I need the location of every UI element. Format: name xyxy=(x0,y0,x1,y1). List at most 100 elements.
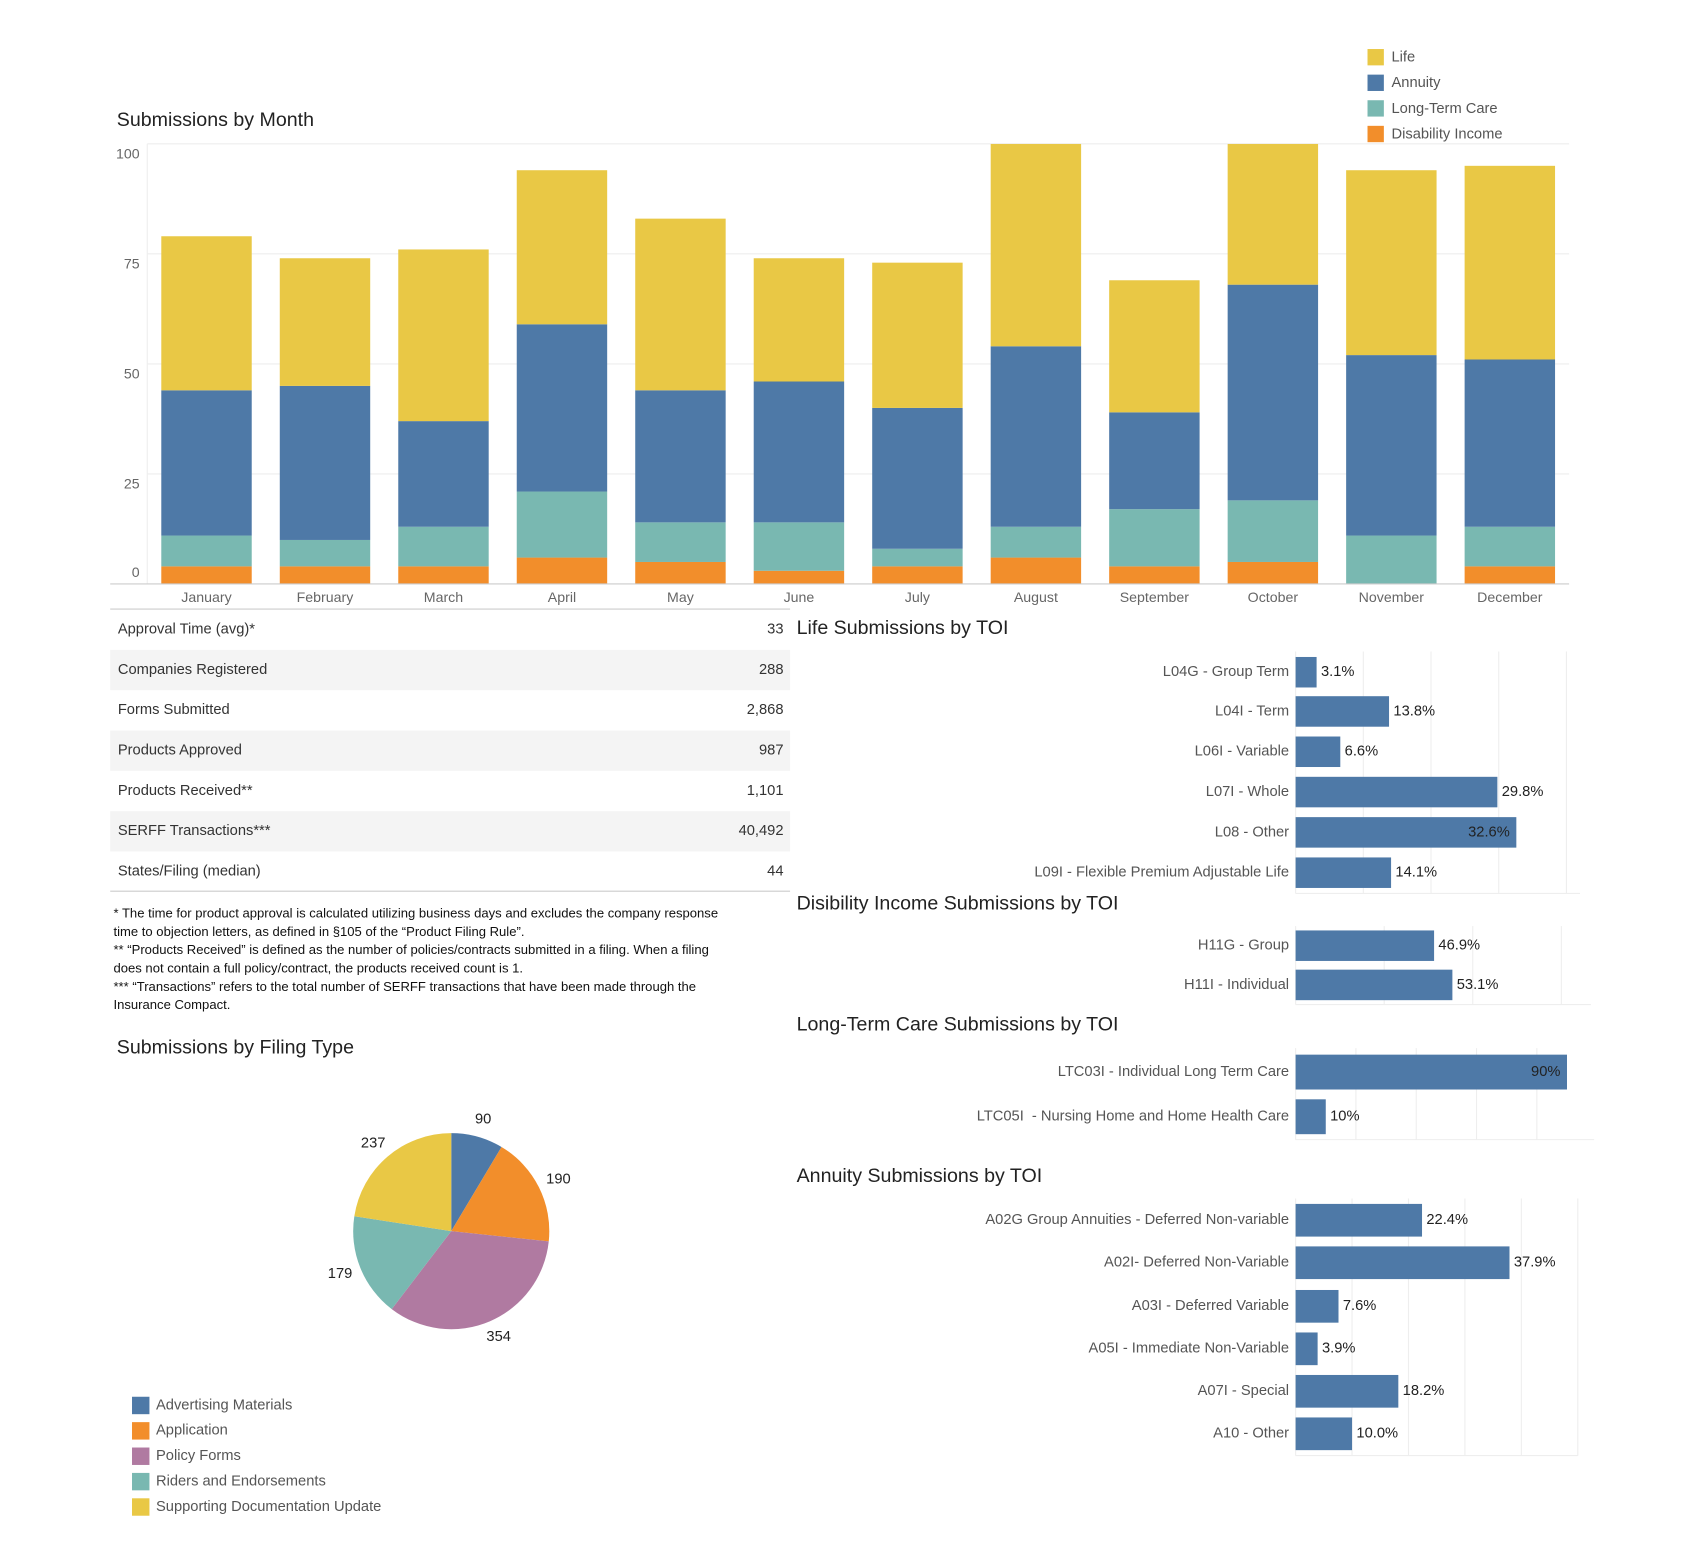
legend-label: Advertising Materials xyxy=(156,1397,292,1413)
bar-segment xyxy=(990,143,1082,347)
chart-title: Life Submissions by TOI xyxy=(797,617,1009,639)
row-value: 40,492 xyxy=(739,823,784,839)
legend-swatch xyxy=(132,1422,150,1440)
category-label: LTC03I - Individual Long Term Care xyxy=(1058,1064,1289,1080)
bar-segment xyxy=(161,236,252,391)
category-label: L04G - Group Term xyxy=(1163,664,1289,680)
x-tick-label: November xyxy=(1359,590,1425,606)
row-shade xyxy=(110,649,791,691)
footnote: * The time for product approval is calcu… xyxy=(113,906,718,921)
bar-segment xyxy=(279,385,371,540)
x-tick-label: March xyxy=(424,590,463,606)
bar-segment xyxy=(398,421,489,527)
value-label: 6.6% xyxy=(1345,744,1378,760)
bar-segment xyxy=(516,491,608,558)
bar-segment xyxy=(398,526,489,567)
bar-segment xyxy=(1346,535,1437,584)
value-label: 10.0% xyxy=(1356,1426,1398,1442)
bar-segment xyxy=(1464,359,1556,527)
x-tick-label: June xyxy=(784,590,815,606)
legend-label: Life xyxy=(1391,50,1415,66)
bar-segment xyxy=(872,566,963,584)
bar-segment xyxy=(516,557,608,584)
bar-segment xyxy=(1109,280,1200,413)
bar xyxy=(1295,1332,1318,1366)
category-label: L04I - Term xyxy=(1215,703,1289,719)
bar-segment xyxy=(161,566,252,584)
legend-label: Long-Term Care xyxy=(1391,101,1497,117)
x-tick-label: January xyxy=(181,590,232,606)
row-label: Forms Submitted xyxy=(118,702,230,718)
y-tick-label: 100 xyxy=(116,146,140,162)
y-tick-label: 25 xyxy=(124,477,140,493)
chart-title: Annuity Submissions by TOI xyxy=(797,1165,1043,1187)
bar-segment xyxy=(398,249,489,422)
category-label: L08 - Other xyxy=(1215,824,1289,840)
value-label: 29.8% xyxy=(1502,784,1544,800)
bar-segment xyxy=(1464,526,1556,567)
y-tick-label: 0 xyxy=(132,565,140,581)
bar-segment xyxy=(1227,500,1319,562)
bar-segment xyxy=(635,390,726,523)
chart-title: Long-Term Care Submissions by TOI xyxy=(797,1013,1119,1035)
bar-segment xyxy=(1346,170,1437,356)
bar-segment xyxy=(635,218,726,391)
category-label: A02G Group Annuities - Deferred Non-vari… xyxy=(985,1212,1289,1228)
x-tick-label: April xyxy=(548,590,576,606)
bar-segment xyxy=(990,346,1082,527)
legend-swatch xyxy=(132,1472,150,1491)
legend-swatch xyxy=(1367,74,1384,91)
bar-segment xyxy=(1109,412,1200,510)
bar xyxy=(1295,736,1341,768)
category-label: A07I - Special xyxy=(1198,1383,1289,1399)
pie-label: 179 xyxy=(328,1266,353,1282)
bar xyxy=(1295,857,1392,888)
bar xyxy=(1295,1054,1567,1090)
bar-segment xyxy=(753,381,845,523)
bar xyxy=(1295,969,1453,1001)
legend-swatch xyxy=(132,1498,150,1516)
row-shade xyxy=(110,730,791,771)
value-label: 46.9% xyxy=(1438,938,1480,954)
bar-segment xyxy=(1109,566,1200,584)
chart-title: Submissions by Month xyxy=(117,109,314,131)
row-value: 2,868 xyxy=(747,702,784,718)
value-label: 13.8% xyxy=(1393,703,1435,719)
legend-label: Riders and Endorsements xyxy=(156,1474,326,1490)
pie-slice xyxy=(391,1231,549,1330)
bar xyxy=(1295,696,1390,727)
x-tick-label: August xyxy=(1014,590,1058,606)
chart-title: Submissions by Filing Type xyxy=(117,1036,354,1058)
category-label: LTC05I - Nursing Home and Home Health Ca… xyxy=(977,1109,1289,1125)
value-label: 3.1% xyxy=(1321,664,1354,680)
pie-label: 90 xyxy=(475,1112,491,1128)
category-label: L06I - Variable xyxy=(1195,744,1289,760)
bar-segment xyxy=(1227,143,1319,285)
pie-label: 190 xyxy=(546,1171,571,1187)
value-label: 37.9% xyxy=(1514,1255,1556,1271)
row-label: Companies Registered xyxy=(118,662,267,678)
bar xyxy=(1295,930,1435,961)
footnote: Insurance Compact. xyxy=(113,997,230,1012)
chart-title: Disibility Income Submissions by TOI xyxy=(797,892,1119,914)
value-label: 53.1% xyxy=(1457,977,1499,993)
bar-segment xyxy=(635,561,726,584)
bar-segment xyxy=(753,258,845,382)
bar-segment xyxy=(516,324,608,492)
bar-segment xyxy=(872,262,963,408)
category-label: A02I- Deferred Non-Variable xyxy=(1104,1255,1289,1271)
bar-segment xyxy=(1227,284,1319,501)
category-label: H11G - Group xyxy=(1198,938,1289,954)
bar-segment xyxy=(872,548,963,567)
bar-segment xyxy=(753,570,845,584)
bar-segment xyxy=(161,535,252,567)
row-label: Products Approved xyxy=(118,743,242,759)
row-value: 288 xyxy=(759,662,784,678)
category-label: A03I - Deferred Variable xyxy=(1132,1298,1289,1314)
y-tick-label: 75 xyxy=(124,256,140,272)
row-shade xyxy=(110,811,791,852)
legend-swatch xyxy=(1367,125,1384,143)
x-tick-label: December xyxy=(1477,590,1543,606)
row-label: States/Filing (median) xyxy=(118,863,261,879)
